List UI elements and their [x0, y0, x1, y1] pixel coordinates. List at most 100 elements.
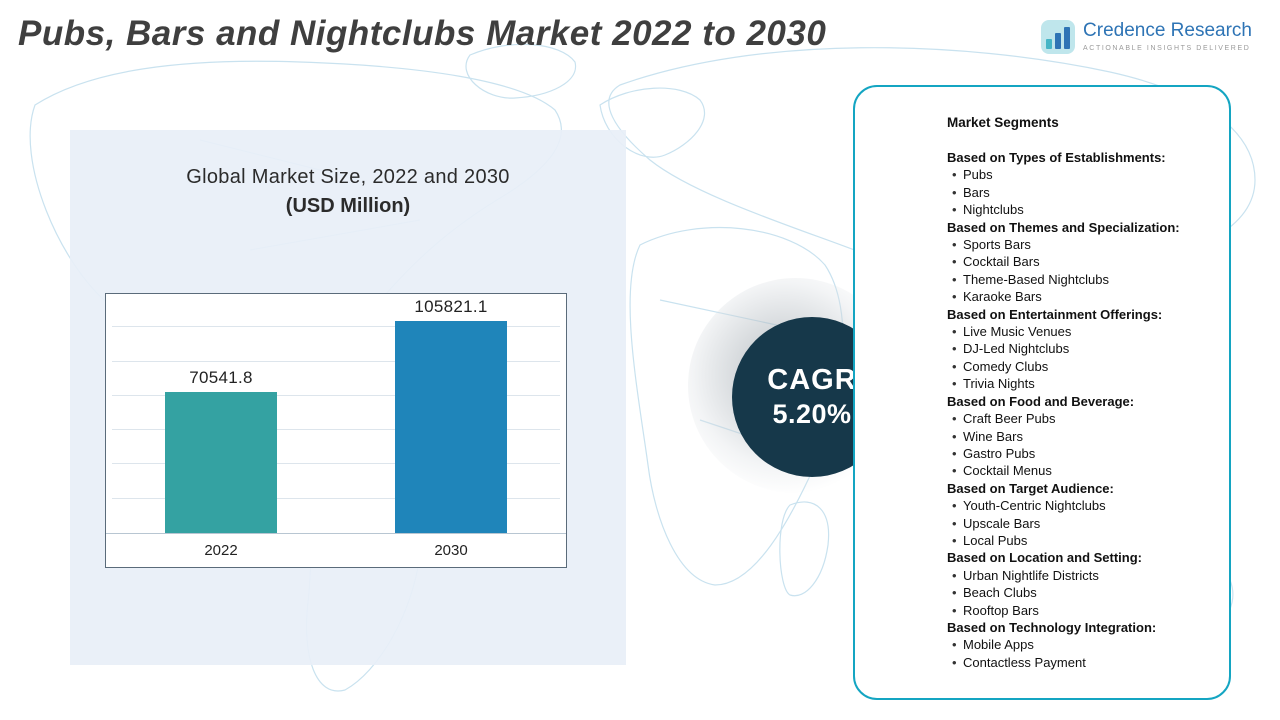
gridline	[112, 463, 560, 464]
segment-item-label: Cocktail Bars	[963, 254, 1040, 270]
bullet-icon: •	[952, 184, 957, 200]
segment-item: • Pubs	[947, 166, 1219, 183]
cagr-value: 5.20%	[772, 399, 852, 429]
segment-group-heading: Based on Entertainment Offerings:	[947, 306, 1163, 322]
bar-value-label: 70541.8	[189, 368, 253, 387]
bar-group: 70541.8	[165, 294, 277, 533]
segment-group-heading: Based on Location and Setting:	[947, 550, 1143, 566]
segment-item: • Gastro Pubs	[947, 445, 1219, 462]
credence-logo-icon	[1041, 20, 1076, 54]
segment-group-heading: Based on Target Audience:	[947, 480, 1114, 496]
bullet-icon: •	[952, 324, 957, 340]
bar-group: 105821.1	[395, 294, 507, 533]
gridline	[112, 498, 560, 499]
segment-item-label: Wine Bars	[963, 428, 1023, 444]
segment-item-label: Cocktail Menus	[963, 463, 1052, 479]
bar	[395, 321, 507, 533]
segment-item: • Cocktail Bars	[947, 253, 1219, 270]
segment-item: • Local Pubs	[947, 532, 1219, 549]
chart-title: Global Market Size, 2022 and 2030	[186, 166, 510, 188]
bullet-icon: •	[952, 428, 957, 444]
segment-group-heading: Based on Themes and Specialization:	[947, 219, 1180, 235]
bullet-icon: •	[952, 167, 957, 183]
segment-item-label: Upscale Bars	[963, 515, 1041, 531]
segment-item-label: Beach Clubs	[963, 585, 1037, 601]
segment-item: • DJ-Led Nightclubs	[947, 340, 1219, 357]
chart-subtitle: (USD Million)	[285, 195, 411, 217]
segment-item: • Theme-Based Nightclubs	[947, 271, 1219, 288]
segment-item: • Sports Bars	[947, 236, 1219, 253]
segment-item-label: Rooftop Bars	[963, 602, 1039, 618]
gridline	[112, 395, 560, 396]
bullet-icon: •	[952, 237, 957, 253]
segment-item-label: Comedy Clubs	[963, 358, 1049, 374]
bullet-icon: •	[952, 271, 957, 287]
bullet-icon: •	[952, 341, 957, 357]
segment-item-label: Nightclubs	[963, 202, 1024, 218]
bullet-icon: •	[952, 602, 957, 618]
segment-item: • Youth-Centric Nightclubs	[947, 497, 1219, 514]
segment-item-label: Mobile Apps	[963, 637, 1034, 653]
segment-item: • Nightclubs	[947, 201, 1219, 218]
segment-item-label: Trivia Nights	[963, 376, 1035, 392]
segment-item-label: Local Pubs	[963, 532, 1028, 548]
segment-item: • Live Music Venues	[947, 323, 1219, 340]
gridline	[112, 326, 560, 327]
segment-group-heading: Based on Technology Integration:	[947, 619, 1157, 635]
bar-chart: 70541.8 105821.1 2022 2030	[105, 293, 567, 568]
segment-item: • Cocktail Menus	[947, 462, 1219, 479]
segment-item: • Bars	[947, 184, 1219, 201]
segment-group-heading: Based on Food and Beverage:	[947, 393, 1135, 409]
chart-titles: Global Market Size, 2022 and 2030 (USD M…	[70, 130, 626, 218]
segment-item-label: Craft Beer Pubs	[963, 411, 1056, 427]
bullet-icon: •	[952, 585, 957, 601]
segment-item: • Mobile Apps	[947, 636, 1219, 653]
category-axis: 2022 2030	[106, 534, 566, 567]
bullet-icon: •	[952, 254, 957, 270]
bullet-icon: •	[952, 445, 957, 461]
bullet-icon: •	[952, 515, 957, 531]
gridline	[112, 429, 560, 430]
bullet-icon: •	[952, 376, 957, 392]
segment-item-label: Gastro Pubs	[963, 445, 1036, 461]
bullet-icon: •	[952, 532, 957, 548]
segment-item: • Comedy Clubs	[947, 358, 1219, 375]
bullet-icon: •	[952, 637, 957, 653]
segment-group-heading: Based on Types of Establishments:	[947, 150, 1166, 165]
cagr-label: CAGR	[767, 364, 857, 396]
segment-item-label: Youth-Centric Nightclubs	[963, 498, 1106, 514]
segment-item: • Craft Beer Pubs	[947, 410, 1219, 427]
bar-value-label: 105821.1	[414, 297, 488, 316]
bullet-icon: •	[952, 498, 957, 514]
segment-item-label: DJ-Led Nightclubs	[963, 341, 1070, 357]
segment-item-label: Bars	[963, 184, 990, 200]
bullet-icon: •	[952, 654, 957, 670]
segment-item-label: Karaoke Bars	[963, 289, 1042, 305]
bullet-icon: •	[952, 463, 957, 479]
bullet-icon: •	[952, 289, 957, 305]
segment-item-label: Live Music Venues	[963, 324, 1072, 340]
segment-item: • Trivia Nights	[947, 375, 1219, 392]
credence-logo-text: Credence Research Actionable Insights De…	[1083, 20, 1252, 52]
plot-area: 70541.8 105821.1	[106, 294, 566, 534]
chart-panel: Global Market Size, 2022 and 2030 (USD M…	[70, 130, 626, 665]
credence-logo: Credence Research Actionable Insights De…	[1041, 20, 1252, 54]
segment-item: • Contactless Payment	[947, 654, 1219, 671]
segment-item-label: Contactless Payment	[963, 654, 1086, 670]
segment-item: • Urban Nightlife Districts	[947, 567, 1219, 584]
bar-category-label: 2030	[434, 542, 468, 559]
bullet-icon: •	[952, 567, 957, 583]
segment-item-label: Urban Nightlife Districts	[963, 567, 1099, 583]
segments-list: Based on Types of Establishments: • Pubs • B…	[947, 149, 1219, 671]
segment-item: • Karaoke Bars	[947, 288, 1219, 305]
segment-item: • Upscale Bars	[947, 515, 1219, 532]
segment-item-label: Theme-Based Nightclubs	[963, 271, 1109, 287]
gridline	[112, 361, 560, 362]
segment-item: • Wine Bars	[947, 428, 1219, 445]
bullet-icon: •	[952, 411, 957, 427]
segment-item: • Beach Clubs	[947, 584, 1219, 601]
segment-item-label: Pubs	[963, 167, 993, 183]
bullet-icon: •	[952, 202, 957, 218]
page-title: Pubs, Bars and Nightclubs Market 2022 to…	[18, 14, 827, 53]
